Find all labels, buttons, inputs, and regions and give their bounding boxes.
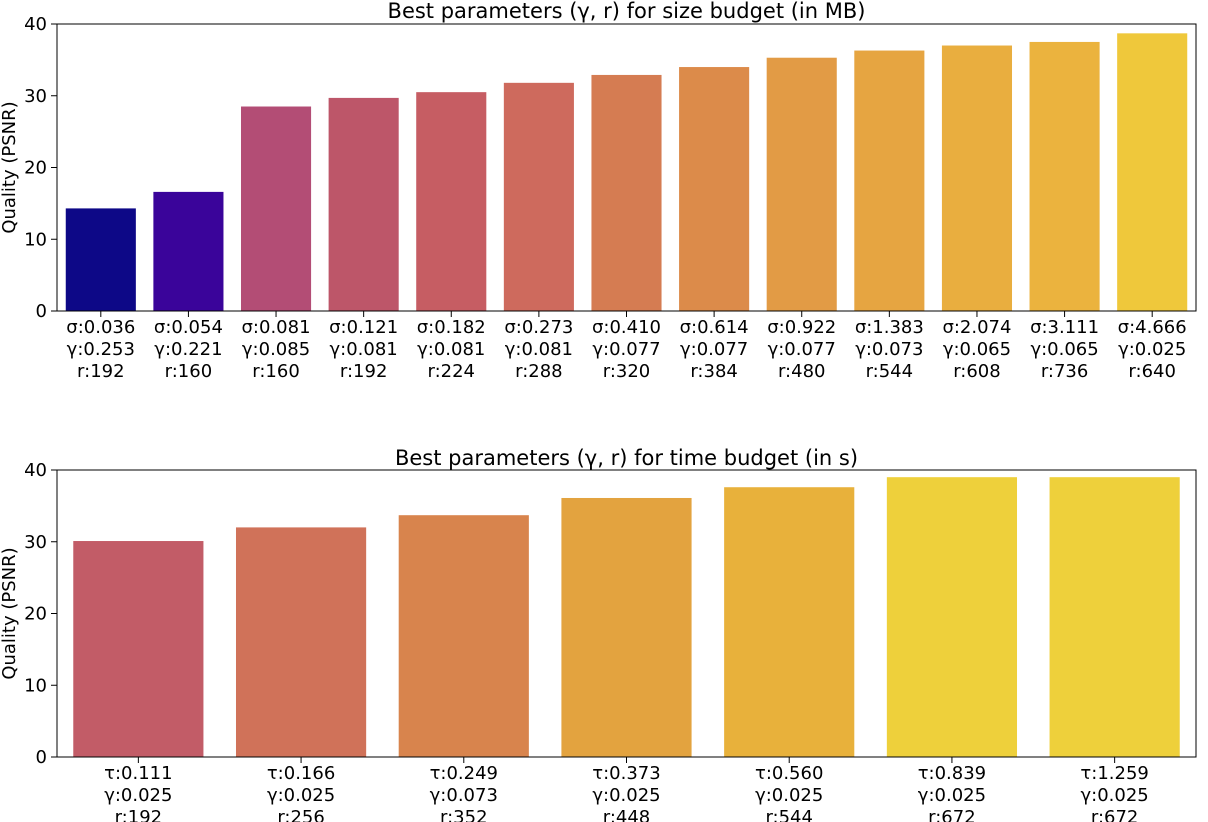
size-x-tick-label-7-line-0: σ:0.614 <box>680 317 749 338</box>
size-bar-11 <box>1029 41 1100 311</box>
size-x-tick-label-7-line-2: r:384 <box>690 361 738 382</box>
size-x-tick-label-11-line-0: σ:3.111 <box>1030 317 1099 338</box>
time-bar-6 <box>1049 477 1180 757</box>
time-x-tick-label-3-line-0: τ:0.373 <box>592 763 660 784</box>
size-x-tick-label-1-line-2: r:160 <box>165 361 213 382</box>
size-x-tick-label-2-line-2: r:160 <box>252 361 300 382</box>
time-x-tick-label-5-line-0: τ:0.839 <box>918 763 986 784</box>
size-bar-4 <box>416 92 487 311</box>
time-y-tick-label: 40 <box>24 460 47 481</box>
size-bar-8 <box>766 57 837 311</box>
size-y-tick-label: 10 <box>24 229 47 250</box>
time-y-tick-label: 0 <box>36 747 47 768</box>
size-y-tick-label: 30 <box>24 86 47 107</box>
time-x-tick-label-2-line-1: γ:0.073 <box>430 785 498 806</box>
size-x-tick-label-3-line-0: σ:0.121 <box>329 317 398 338</box>
size-x-tick-label-7-line-1: γ:0.077 <box>680 339 748 360</box>
size-bar-3 <box>328 97 399 312</box>
size-x-tick-label-1-line-1: γ:0.221 <box>154 339 222 360</box>
time-x-tick-label-0-line-2: r:192 <box>115 807 163 822</box>
time-bar-5 <box>886 477 1018 757</box>
size-x-tick-label-8-line-0: σ:0.922 <box>767 317 836 338</box>
size-bar-1 <box>153 191 224 311</box>
size-budget-chart: Best parameters (γ, r) for size budget (… <box>0 0 1197 382</box>
size-x-tick-label-12-line-2: r:640 <box>1128 361 1176 382</box>
time-x-tick-label-6-line-1: γ:0.025 <box>1081 785 1149 806</box>
time-budget-chart: Best parameters (γ, r) for time budget (… <box>0 446 1197 822</box>
size-x-tick-label-5-line-2: r:288 <box>515 361 563 382</box>
time-x-tick-label-5-line-1: γ:0.025 <box>918 785 986 806</box>
size-x-tick-label-9-line-0: σ:1.383 <box>855 317 924 338</box>
size-x-tick-label-8-line-2: r:480 <box>778 361 826 382</box>
size-x-tick-label-6-line-2: r:320 <box>603 361 651 382</box>
time-y-tick-label: 30 <box>24 532 47 553</box>
time-bar-4 <box>724 487 855 757</box>
size-x-tick-label-6-line-0: σ:0.410 <box>592 317 661 338</box>
size-y-tick-label: 20 <box>24 158 47 179</box>
time-x-tick-label-1-line-1: γ:0.025 <box>267 785 335 806</box>
time-x-tick-label-5-line-2: r:672 <box>928 807 976 822</box>
size-bar-9 <box>854 50 925 312</box>
size-bar-0 <box>65 208 136 311</box>
time-bar-1 <box>235 527 367 757</box>
time-x-tick-label-6-line-2: r:672 <box>1091 807 1139 822</box>
size-x-tick-label-12-line-0: σ:4.666 <box>1118 317 1187 338</box>
time-chart-title: Best parameters (γ, r) for time budget (… <box>395 446 858 470</box>
size-x-tick-label-5-line-1: γ:0.081 <box>505 339 573 360</box>
size-x-tick-label-2-line-1: γ:0.085 <box>242 339 310 360</box>
size-x-tick-label-12-line-1: γ:0.025 <box>1118 339 1186 360</box>
size-x-tick-label-4-line-0: σ:0.182 <box>417 317 486 338</box>
time-x-tick-label-4-line-2: r:544 <box>765 807 813 822</box>
size-y-tick-label: 0 <box>36 301 47 322</box>
time-x-tick-label-3-line-1: γ:0.025 <box>592 785 660 806</box>
size-x-tick-label-0-line-0: σ:0.036 <box>66 317 135 338</box>
time-bar-3 <box>561 497 692 757</box>
time-x-tick-label-1-line-0: τ:0.166 <box>267 763 335 784</box>
size-x-tick-label-3-line-1: γ:0.081 <box>330 339 398 360</box>
size-y-tick-label: 40 <box>24 14 47 35</box>
time-x-tick-label-0-line-0: τ:0.111 <box>104 763 172 784</box>
time-y-tick-label: 10 <box>24 675 47 696</box>
size-bar-12 <box>1117 33 1188 311</box>
size-bar-10 <box>941 45 1013 312</box>
size-x-tick-label-4-line-1: γ:0.081 <box>417 339 485 360</box>
time-x-tick-label-4-line-1: γ:0.025 <box>755 785 823 806</box>
time-x-tick-label-0-line-1: γ:0.025 <box>104 785 172 806</box>
size-x-tick-label-5-line-0: σ:0.273 <box>504 317 573 338</box>
size-chart-title: Best parameters (γ, r) for size budget (… <box>388 0 866 23</box>
size-x-tick-label-11-line-2: r:736 <box>1041 361 1089 382</box>
size-x-tick-label-3-line-2: r:192 <box>340 361 388 382</box>
time-x-tick-label-3-line-2: r:448 <box>603 807 651 822</box>
size-x-tick-label-4-line-2: r:224 <box>428 361 476 382</box>
time-bar-0 <box>73 541 204 757</box>
time-x-tick-label-4-line-0: τ:0.560 <box>755 763 823 784</box>
time-x-tick-label-2-line-0: τ:0.249 <box>430 763 498 784</box>
size-bar-7 <box>679 67 750 311</box>
size-x-tick-label-10-line-1: γ:0.065 <box>943 339 1011 360</box>
size-x-tick-label-10-line-0: σ:2.074 <box>942 317 1011 338</box>
time-y-axis-label: Quality (PSNR) <box>0 547 20 679</box>
size-x-tick-label-0-line-2: r:192 <box>77 361 125 382</box>
size-x-tick-label-0-line-1: γ:0.253 <box>67 339 135 360</box>
size-bar-2 <box>240 106 312 311</box>
size-bar-5 <box>503 82 574 311</box>
size-bar-6 <box>591 74 662 311</box>
size-x-tick-label-11-line-1: γ:0.065 <box>1030 339 1098 360</box>
size-x-tick-label-1-line-0: σ:0.054 <box>154 317 223 338</box>
size-y-axis-label: Quality (PSNR) <box>0 101 20 233</box>
time-x-tick-label-2-line-2: r:352 <box>440 807 488 822</box>
size-x-tick-label-2-line-0: σ:0.081 <box>242 317 311 338</box>
time-x-tick-label-1-line-2: r:256 <box>277 807 325 822</box>
size-x-tick-label-8-line-1: γ:0.077 <box>768 339 836 360</box>
size-x-tick-label-6-line-1: γ:0.077 <box>592 339 660 360</box>
time-y-tick-label: 20 <box>24 604 47 625</box>
time-x-tick-label-6-line-0: τ:1.259 <box>1080 763 1148 784</box>
size-x-tick-label-10-line-2: r:608 <box>953 361 1001 382</box>
size-x-tick-label-9-line-2: r:544 <box>866 361 914 382</box>
size-x-tick-label-9-line-1: γ:0.073 <box>855 339 923 360</box>
time-bar-2 <box>398 515 529 757</box>
